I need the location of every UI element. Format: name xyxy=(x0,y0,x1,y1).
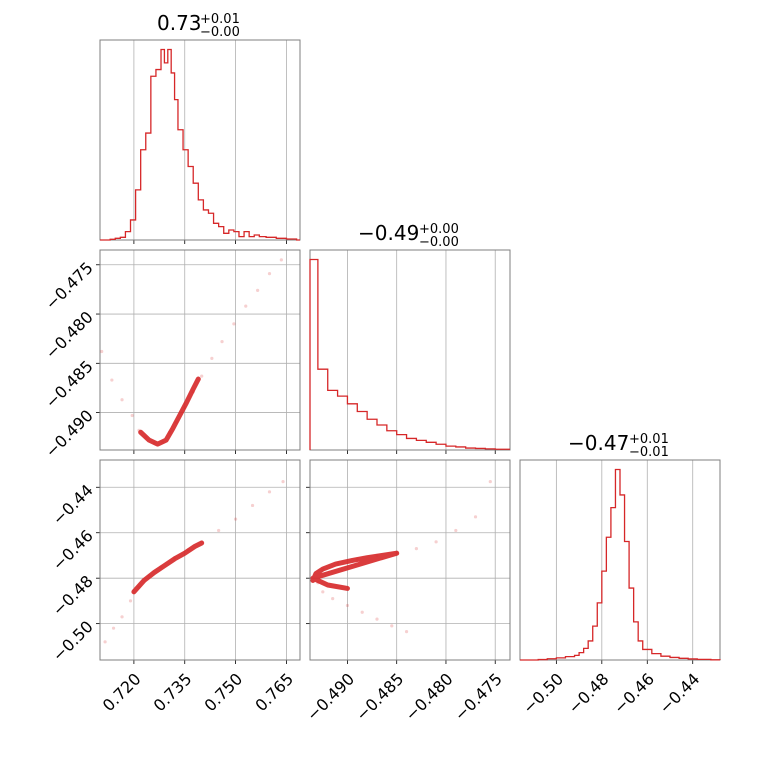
tick-label-x: −0.46 xyxy=(610,669,658,717)
panel-frame xyxy=(99,39,301,241)
panel-frame xyxy=(309,249,511,451)
title-minus: −0.00 xyxy=(419,235,459,250)
scatter-point xyxy=(103,640,107,644)
scatter-point xyxy=(256,288,260,292)
scatter-point xyxy=(404,629,409,634)
tick-label-y: −0.485 xyxy=(41,357,96,412)
scatter-point xyxy=(244,304,248,308)
scatter-point xyxy=(267,490,272,494)
tick-label-x: 0.735 xyxy=(150,669,196,715)
histogram-step-2 xyxy=(520,468,721,661)
scatter-point xyxy=(375,617,379,621)
scatter-point xyxy=(488,479,492,484)
tick-label-x: −0.44 xyxy=(655,669,703,717)
title-minus: −0.00 xyxy=(200,25,240,40)
scatter-point xyxy=(279,258,283,262)
scatter-point xyxy=(267,272,272,276)
tick-label-y: −0.48 xyxy=(49,572,97,620)
tick-label-x: 0.750 xyxy=(201,669,247,715)
title-param-0: 0.73 +0.01 −0.00 xyxy=(157,11,240,40)
histogram-step-0 xyxy=(100,48,300,241)
scatter-point xyxy=(110,378,114,382)
tick-label-y: −0.46 xyxy=(49,526,97,574)
scatter-point xyxy=(321,590,325,594)
tick-label-x: −0.490 xyxy=(303,669,358,724)
panel-frame xyxy=(519,459,721,661)
tick-label-x: 0.720 xyxy=(99,669,145,715)
scatter-point xyxy=(414,547,419,551)
tick-label-x: −0.475 xyxy=(451,669,506,724)
scatter-point xyxy=(331,597,335,601)
scatter-point xyxy=(100,349,104,354)
tick-label-y: −0.480 xyxy=(41,307,96,362)
scatter-point xyxy=(345,603,350,608)
density-contour xyxy=(131,540,205,595)
title-param-1: −0.49 +0.00 −0.00 xyxy=(358,221,459,250)
tick-label-x: −0.50 xyxy=(519,669,567,717)
density-contour xyxy=(310,550,400,591)
title-median: −0.49 xyxy=(358,221,419,245)
scatter-point xyxy=(233,517,238,521)
scatter-point xyxy=(220,340,224,344)
title-minus: −0.01 xyxy=(629,445,669,460)
scatter-point xyxy=(120,615,124,619)
scatter-point xyxy=(128,599,133,603)
scatter-point xyxy=(130,413,134,418)
panel-frame xyxy=(99,249,301,451)
title-plus: +0.01 xyxy=(629,432,669,447)
hist-panel-0 xyxy=(99,39,301,244)
scatter-point xyxy=(473,515,478,519)
scatter-point xyxy=(434,540,438,544)
hist-panel-1 xyxy=(309,249,511,454)
tick-label-x: −0.485 xyxy=(352,669,407,724)
title-median: 0.73 xyxy=(157,11,202,35)
scatter-point xyxy=(111,626,116,630)
scatter-point xyxy=(454,528,458,533)
scatter-point xyxy=(281,479,285,484)
tick-label-y: −0.490 xyxy=(41,406,96,461)
tick-label-x: −0.48 xyxy=(564,669,612,717)
panel-frame xyxy=(309,459,511,661)
scatter-point xyxy=(200,374,204,378)
tick-label-y: −0.50 xyxy=(49,617,97,665)
scatter-panel-1 xyxy=(96,459,301,664)
tick-label-y: −0.475 xyxy=(41,258,96,313)
scatter-point xyxy=(250,503,255,508)
histogram-step-1 xyxy=(309,258,510,450)
scatter-point xyxy=(210,356,214,360)
density-contour xyxy=(138,376,201,447)
scatter-panel-0 xyxy=(96,249,301,454)
scatter-point xyxy=(390,624,394,628)
panel-frame xyxy=(99,459,301,661)
scatter-point xyxy=(360,610,364,614)
title-plus: +0.00 xyxy=(419,222,459,237)
tick-label-x: −0.480 xyxy=(401,669,456,724)
title-param-2: −0.47 +0.01 −0.01 xyxy=(568,431,669,460)
scatter-point xyxy=(232,322,236,326)
title-plus: +0.01 xyxy=(200,12,240,27)
scatter-point xyxy=(217,528,221,533)
tick-label-x: 0.765 xyxy=(251,669,297,715)
scatter-point xyxy=(120,398,124,402)
tick-label-y: −0.44 xyxy=(49,481,97,529)
title-median: −0.47 xyxy=(568,431,629,455)
hist-panel-2 xyxy=(519,459,721,664)
